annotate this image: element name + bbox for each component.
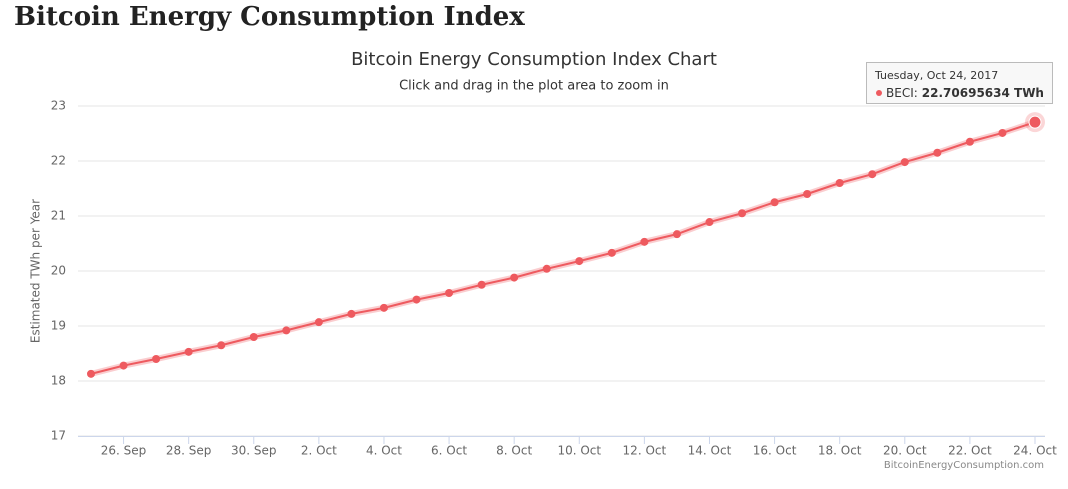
marker [1028,115,1042,129]
x-tick-label: 22. Oct [948,444,992,458]
chart-subtitle: Click and drag in the plot area to zoom … [399,79,669,94]
line-halo [90,119,1036,377]
marker [282,326,291,335]
marker [933,148,942,157]
marker [379,303,388,312]
x-tick-label: 18. Oct [818,444,862,458]
y-tick-label: 19 [51,319,66,333]
x-tick-label: 30. Sep [231,444,277,458]
marker [217,341,226,350]
marker [314,318,323,327]
y-tick-label: 18 [51,374,66,388]
marker [119,361,128,370]
marker [998,128,1007,137]
marker [347,309,356,318]
y-tick-label: 20 [51,264,66,278]
y-tick-label: 21 [51,209,66,223]
marker [477,280,486,289]
page-title: Bitcoin Energy Consumption Index [14,2,525,32]
marker [672,230,681,239]
marker [510,273,519,282]
marker [738,209,747,218]
marker [152,355,161,363]
x-tick-label: 6. Oct [431,444,467,458]
marker [542,264,551,273]
marker [640,237,649,246]
y-tick-label: 17 [51,429,66,443]
x-tick-label: 16. Oct [753,444,797,458]
x-tick-label: 2. Oct [301,444,337,458]
marker [412,295,421,304]
x-tick-label: 24. Oct [1013,444,1057,458]
x-tick-label: 10. Oct [557,444,601,458]
y-tick-label: 22 [51,154,66,168]
marker [87,369,95,378]
line [90,121,1036,375]
y-axis-label: Estimated TWh per Year [29,199,43,343]
marker [575,257,584,266]
x-tick-label: 4. Oct [366,444,402,458]
tooltip-bullet [876,90,882,96]
x-tick-label: 20. Oct [883,444,927,458]
tooltip-box [866,62,1053,104]
x-tick-label: 14. Oct [688,444,732,458]
x-tick-label: 8. Oct [496,444,532,458]
marker [770,198,779,207]
tooltip-text: BECI: 22.70695634 TWh [886,86,1044,100]
y-tick-label: 23 [51,99,66,113]
credit: BitcoinEnergyConsumption.com [884,460,1044,471]
marker [607,248,616,257]
marker [835,179,844,187]
marker [803,190,812,198]
x-tick-label: 12. Oct [623,444,667,458]
marker [965,137,974,146]
marker [868,170,877,179]
marker [705,218,714,227]
tooltip-series: BECI: [886,86,918,100]
x-tick-label: 26. Sep [101,444,147,458]
tooltip: Tuesday, Oct 24, 2017 BECI: 22.70695634 TW… [866,62,1053,104]
tooltip-title: Tuesday, Oct 24, 2017 [874,69,998,82]
chart-title: Bitcoin Energy Consumption Index Chart [351,49,717,70]
x-tick-label: 28. Sep [166,444,212,458]
marker [445,289,454,297]
marker [184,347,193,356]
marker [900,158,909,167]
marker [249,333,258,341]
tooltip-value: 22.70695634 TWh [922,86,1044,100]
